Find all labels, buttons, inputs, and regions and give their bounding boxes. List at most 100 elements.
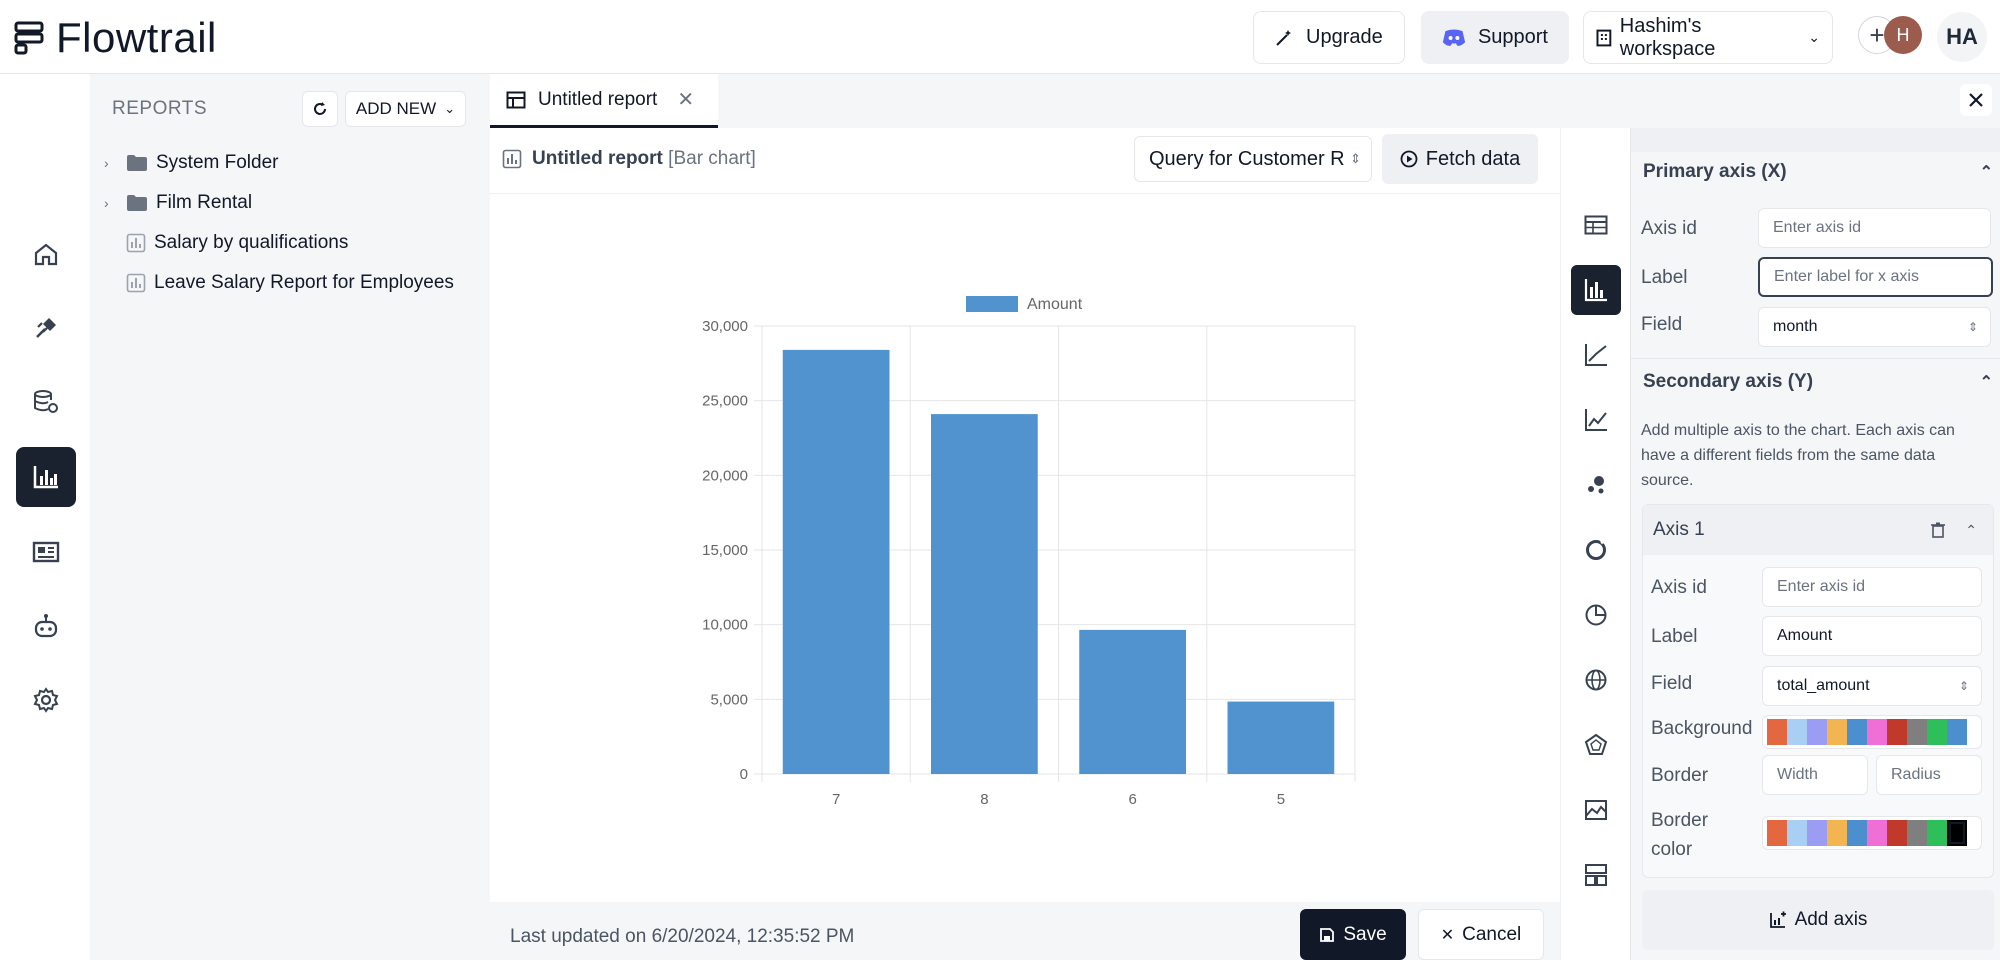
reports-sidebar: REPORTS ADD NEW ⌄ › System Folder › Film…	[90, 74, 490, 960]
border-width-input[interactable]: Width	[1762, 755, 1868, 795]
color-swatch[interactable]	[1947, 820, 1967, 846]
axis-label-label: Label	[1651, 626, 1698, 647]
chart-type-area[interactable]	[1571, 395, 1621, 445]
color-swatch[interactable]	[1847, 820, 1867, 846]
nav-reports[interactable]	[16, 447, 76, 507]
color-swatch[interactable]	[1947, 719, 1967, 745]
color-swatch[interactable]	[1827, 719, 1847, 745]
user-avatar[interactable]: H	[1884, 16, 1922, 54]
doughnut-chart-icon	[1586, 538, 1606, 560]
color-swatch[interactable]	[1807, 820, 1827, 846]
primary-axis-label-input[interactable]: Enter label for x axis	[1758, 257, 1993, 297]
axis-label-input[interactable]: Amount	[1762, 616, 1982, 656]
chart-type-line[interactable]	[1571, 330, 1621, 380]
cancel-button[interactable]: ✕ Cancel	[1418, 909, 1544, 960]
primary-axis-section-header[interactable]: Primary axis (X) ⌃	[1643, 152, 1993, 192]
upgrade-button[interactable]: Upgrade	[1253, 11, 1405, 64]
tab-untitled-report[interactable]: Untitled report ✕	[490, 74, 718, 128]
profile-initials-button[interactable]: HA	[1937, 12, 1987, 62]
report-chart-icon	[126, 233, 146, 253]
sidebar-title: REPORTS	[112, 98, 208, 119]
add-new-dropdown[interactable]: ADD NEW ⌄	[345, 91, 466, 127]
axis-id-label: Axis id	[1651, 577, 1707, 598]
workspace-selector[interactable]: Hashim's workspace ⌄	[1583, 11, 1833, 64]
tree-report-salary-qualifications[interactable]: Salary by qualifications	[104, 226, 348, 260]
chart-type-bubble[interactable]	[1571, 460, 1621, 510]
report-chart-icon	[502, 149, 522, 169]
chart-kind-label: [Bar chart]	[668, 148, 756, 169]
query-select[interactable]: Query for Customer R ⇕	[1134, 136, 1372, 182]
support-button[interactable]: Support	[1421, 11, 1569, 64]
chevron-down-icon: ⌄	[1808, 29, 1820, 45]
report-footer: Last updated on 6/20/2024, 12:35:52 PM S…	[490, 902, 1560, 960]
primary-axis-id-label: Axis id	[1641, 218, 1697, 239]
chart-type-geo[interactable]	[1571, 655, 1621, 705]
nav-ai-assistant[interactable]	[16, 596, 76, 656]
color-swatch[interactable]	[1887, 820, 1907, 846]
robot-icon	[34, 614, 58, 638]
chart-type-pie[interactable]	[1571, 590, 1621, 640]
add-axis-button[interactable]: Add axis	[1642, 890, 1994, 950]
secondary-axis-section-header[interactable]: Secondary axis (Y) ⌃	[1643, 362, 1993, 402]
close-panel-button[interactable]	[1960, 84, 1992, 116]
refresh-button[interactable]	[302, 91, 338, 127]
color-swatch[interactable]	[1827, 820, 1847, 846]
chart-type-dashboard[interactable]	[1571, 850, 1621, 900]
fetch-data-button[interactable]: Fetch data	[1382, 134, 1538, 184]
color-swatch[interactable]	[1767, 820, 1787, 846]
nav-data-sources[interactable]	[16, 372, 76, 432]
background-color-picker[interactable]	[1762, 715, 1982, 749]
color-swatch[interactable]	[1887, 719, 1907, 745]
color-swatch[interactable]	[1787, 820, 1807, 846]
chart-type-radar[interactable]	[1571, 720, 1621, 770]
app-name: Flowtrail	[56, 14, 217, 61]
chart-type-bar[interactable]	[1571, 265, 1621, 315]
axis-card-header[interactable]: Axis 1 ⌃	[1643, 505, 1993, 555]
y-tick-label: 10,000	[702, 617, 748, 634]
y-tick-label: 20,000	[702, 467, 748, 484]
color-swatch[interactable]	[1787, 719, 1807, 745]
tree-report-leave-salary[interactable]: Leave Salary Report for Employees	[104, 266, 454, 300]
save-button[interactable]: Save	[1300, 909, 1406, 960]
primary-axis-field-label: Field	[1641, 314, 1683, 335]
gear-icon	[33, 687, 59, 713]
nav-home[interactable]	[16, 224, 76, 284]
color-swatch[interactable]	[1927, 820, 1947, 846]
nav-connections[interactable]	[16, 298, 76, 358]
chart-type-doughnut[interactable]	[1571, 525, 1621, 575]
chart-type-table[interactable]	[1571, 200, 1621, 250]
select-arrows-icon: ⇕	[1967, 320, 1978, 334]
tree-folder-system[interactable]: › System Folder	[104, 146, 278, 180]
border-color-label-line-1: Border	[1651, 810, 1709, 831]
border-radius-input[interactable]: Radius	[1876, 755, 1982, 795]
chevron-up-icon[interactable]: ⌃	[1965, 521, 1977, 538]
select-arrows-icon: ⇕	[1958, 679, 1969, 693]
color-swatch[interactable]	[1867, 719, 1887, 745]
nav-dashboards[interactable]	[16, 522, 76, 582]
close-tab-icon[interactable]: ✕	[677, 89, 695, 111]
color-swatch[interactable]	[1847, 719, 1867, 745]
color-swatch[interactable]	[1767, 719, 1787, 745]
primary-axis-id-input[interactable]: Enter axis id	[1758, 208, 1991, 248]
trash-icon[interactable]	[1931, 522, 1945, 538]
color-swatch[interactable]	[1907, 719, 1927, 745]
color-swatch[interactable]	[1927, 719, 1947, 745]
bar-chart-icon	[33, 466, 58, 489]
y-tick-label: 5,000	[710, 691, 748, 708]
chart-type-polar-area[interactable]	[1571, 785, 1621, 835]
border-label: Border	[1651, 765, 1709, 786]
color-swatch[interactable]	[1907, 820, 1927, 846]
nav-settings[interactable]	[16, 670, 76, 730]
app-logo[interactable]: Flowtrail	[14, 14, 217, 62]
color-swatch[interactable]	[1867, 820, 1887, 846]
axis-id-input[interactable]: Enter axis id	[1762, 567, 1982, 607]
legend-swatch	[966, 296, 1018, 312]
border-color-picker[interactable]	[1762, 816, 1982, 850]
secondary-axis-heading: Secondary axis (Y)	[1643, 371, 1814, 392]
tree-folder-film-rental[interactable]: › Film Rental	[104, 186, 252, 220]
support-label: Support	[1477, 26, 1548, 48]
y-tick-label: 15,000	[702, 542, 748, 559]
primary-axis-field-select[interactable]: month ⇕	[1758, 307, 1991, 347]
axis-field-select[interactable]: total_amount ⇕	[1762, 666, 1982, 706]
color-swatch[interactable]	[1807, 719, 1827, 745]
